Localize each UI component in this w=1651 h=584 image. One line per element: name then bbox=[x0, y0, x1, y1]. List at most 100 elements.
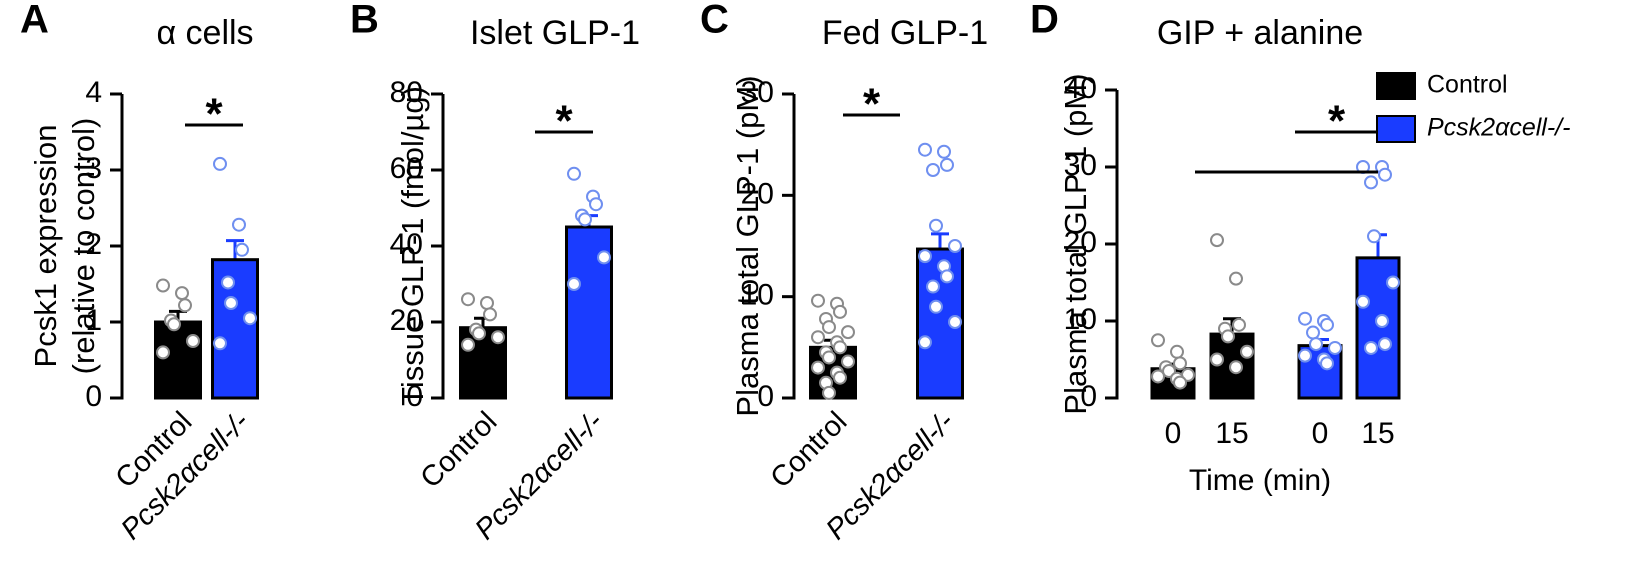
data-point bbox=[1210, 352, 1224, 367]
data-point bbox=[929, 299, 943, 314]
data-point bbox=[1375, 314, 1389, 328]
chart-title: Islet GLP-1 bbox=[470, 14, 640, 52]
data-point bbox=[213, 156, 227, 171]
panel-label: D bbox=[1030, 0, 1059, 42]
data-point bbox=[833, 304, 847, 319]
significance-mark: * bbox=[205, 90, 223, 139]
data-point bbox=[1298, 311, 1312, 326]
data-point bbox=[841, 354, 855, 369]
data-point bbox=[156, 345, 170, 360]
data-point bbox=[822, 385, 836, 400]
data-point bbox=[1173, 375, 1187, 390]
data-point bbox=[918, 335, 932, 350]
data-point bbox=[918, 249, 932, 264]
data-point bbox=[221, 275, 235, 290]
y-tick-label: 40 bbox=[1064, 72, 1097, 105]
data-point bbox=[1173, 356, 1187, 371]
data-point bbox=[926, 163, 940, 177]
data-point bbox=[597, 250, 611, 265]
data-point bbox=[1378, 337, 1392, 352]
y-tick-label: 1 bbox=[85, 304, 102, 337]
y-axis-label: Plasma total GLP-1 (pM) bbox=[730, 75, 765, 416]
y-tick-label: 0 bbox=[85, 380, 102, 413]
data-point bbox=[156, 278, 170, 293]
y-tick-label: 2 bbox=[85, 228, 102, 261]
data-point bbox=[1320, 356, 1334, 371]
data-point bbox=[1364, 340, 1378, 355]
data-point bbox=[567, 166, 581, 181]
y-axis-label: Pcsk1 expression bbox=[28, 125, 63, 368]
data-point bbox=[167, 317, 181, 332]
bar bbox=[211, 258, 259, 400]
panel-label: C bbox=[700, 0, 729, 42]
data-point bbox=[472, 326, 486, 341]
data-point bbox=[811, 293, 825, 308]
y-tick-label: 80 bbox=[390, 76, 423, 109]
data-point bbox=[1298, 348, 1312, 363]
legend-label: Pcsk2αcell-/- bbox=[1427, 114, 1570, 142]
data-point bbox=[232, 217, 246, 232]
y-tick-label: 10 bbox=[1064, 303, 1097, 336]
data-point bbox=[213, 336, 227, 351]
data-point bbox=[940, 157, 954, 172]
data-point bbox=[1229, 360, 1243, 375]
x-tick-label: Control bbox=[415, 406, 504, 495]
data-point bbox=[1328, 340, 1342, 355]
data-point bbox=[1367, 229, 1381, 244]
data-point bbox=[1221, 329, 1235, 344]
data-point bbox=[578, 212, 592, 227]
legend-label: Control bbox=[1427, 71, 1508, 99]
data-point bbox=[841, 325, 855, 340]
y-tick-label: 10 bbox=[741, 279, 774, 312]
y-tick-label: 0 bbox=[757, 380, 774, 413]
y-tick-label: 40 bbox=[390, 228, 423, 261]
chart-title: Fed GLP-1 bbox=[822, 14, 988, 52]
data-point bbox=[1356, 294, 1370, 309]
y-tick-label: 30 bbox=[741, 76, 774, 109]
y-tick-label: 60 bbox=[390, 152, 423, 185]
y-tick-label: 0 bbox=[1080, 380, 1097, 413]
legend-swatch bbox=[1376, 72, 1416, 100]
data-point bbox=[1309, 337, 1323, 352]
data-point bbox=[178, 298, 192, 313]
data-point bbox=[918, 142, 932, 157]
data-point bbox=[811, 330, 825, 345]
data-point bbox=[833, 340, 847, 355]
data-point bbox=[822, 320, 836, 335]
x-tick-label: Control bbox=[765, 406, 854, 495]
chart-title: GIP + alanine bbox=[1157, 14, 1363, 52]
data-point bbox=[929, 218, 943, 233]
data-point bbox=[186, 334, 200, 348]
y-tick-label: 30 bbox=[1064, 149, 1097, 182]
x-tick-label: 0 bbox=[1312, 417, 1329, 450]
significance-mark: * bbox=[555, 97, 573, 146]
data-point bbox=[567, 277, 581, 291]
data-point bbox=[937, 144, 951, 159]
data-point bbox=[940, 269, 954, 284]
y-tick-label: 4 bbox=[85, 76, 102, 109]
data-point bbox=[1386, 275, 1400, 290]
data-point bbox=[461, 337, 475, 352]
data-point bbox=[1229, 271, 1243, 286]
data-point bbox=[822, 350, 836, 365]
data-point bbox=[224, 296, 238, 310]
panel-label: B bbox=[350, 0, 379, 42]
y-tick-label: 20 bbox=[741, 177, 774, 210]
data-point bbox=[1151, 333, 1165, 348]
x-tick-label: 15 bbox=[1361, 417, 1394, 450]
data-point bbox=[948, 239, 962, 253]
y-axis-label: (relative to control) bbox=[66, 118, 101, 375]
data-point bbox=[483, 307, 497, 322]
data-point bbox=[589, 197, 603, 212]
x-tick-label: 0 bbox=[1165, 417, 1182, 450]
data-point bbox=[926, 279, 940, 294]
data-point bbox=[491, 330, 505, 345]
data-point bbox=[833, 370, 847, 385]
y-tick-label: 0 bbox=[406, 380, 423, 413]
data-point bbox=[1320, 317, 1334, 332]
data-point bbox=[1151, 369, 1165, 384]
y-tick-label: 20 bbox=[390, 304, 423, 337]
data-point bbox=[1378, 167, 1392, 182]
data-point bbox=[1232, 317, 1246, 332]
